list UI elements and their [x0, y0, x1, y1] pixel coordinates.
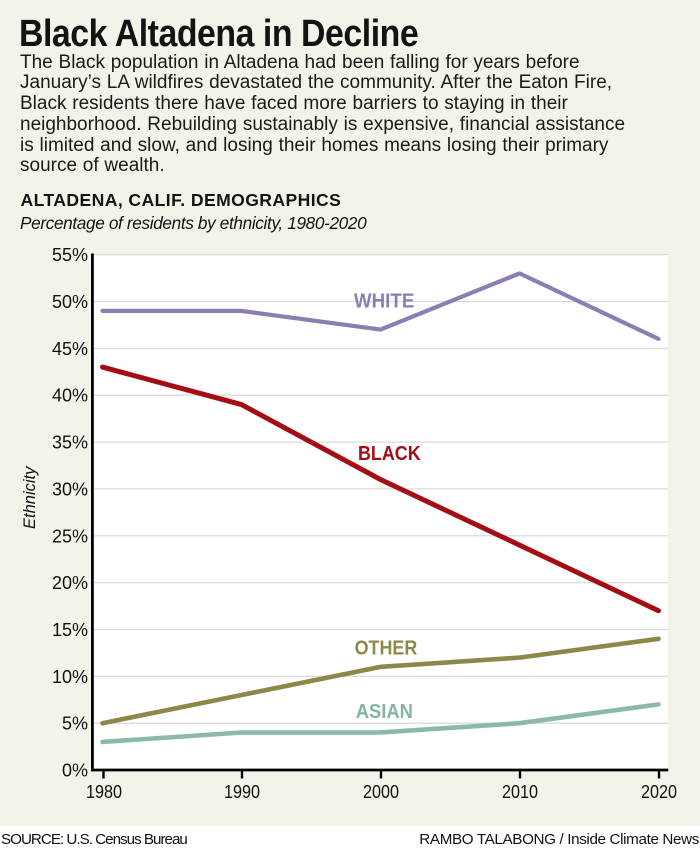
- svg-text:15%: 15%: [52, 620, 88, 640]
- svg-text:30%: 30%: [52, 479, 88, 499]
- svg-text:25%: 25%: [52, 526, 88, 546]
- svg-text:WHITE: WHITE: [354, 290, 414, 313]
- svg-text:10%: 10%: [52, 667, 88, 687]
- svg-text:45%: 45%: [52, 339, 88, 359]
- svg-text:20%: 20%: [52, 573, 88, 593]
- svg-text:2010: 2010: [502, 782, 538, 802]
- svg-text:5%: 5%: [62, 714, 88, 734]
- svg-text:2020: 2020: [641, 782, 677, 802]
- svg-text:2000: 2000: [363, 782, 399, 802]
- svg-text:55%: 55%: [52, 245, 88, 265]
- svg-text:BLACK: BLACK: [358, 443, 421, 465]
- svg-text:40%: 40%: [52, 386, 88, 406]
- svg-text:35%: 35%: [52, 433, 88, 453]
- svg-text:OTHER: OTHER: [355, 637, 418, 659]
- svg-text:1980: 1980: [86, 782, 122, 802]
- svg-text:50%: 50%: [52, 292, 88, 312]
- svg-text:1990: 1990: [224, 782, 260, 802]
- svg-text:Ethnicity: Ethnicity: [21, 465, 39, 529]
- svg-text:ASIAN: ASIAN: [356, 700, 413, 723]
- svg-text:0%: 0%: [62, 761, 88, 781]
